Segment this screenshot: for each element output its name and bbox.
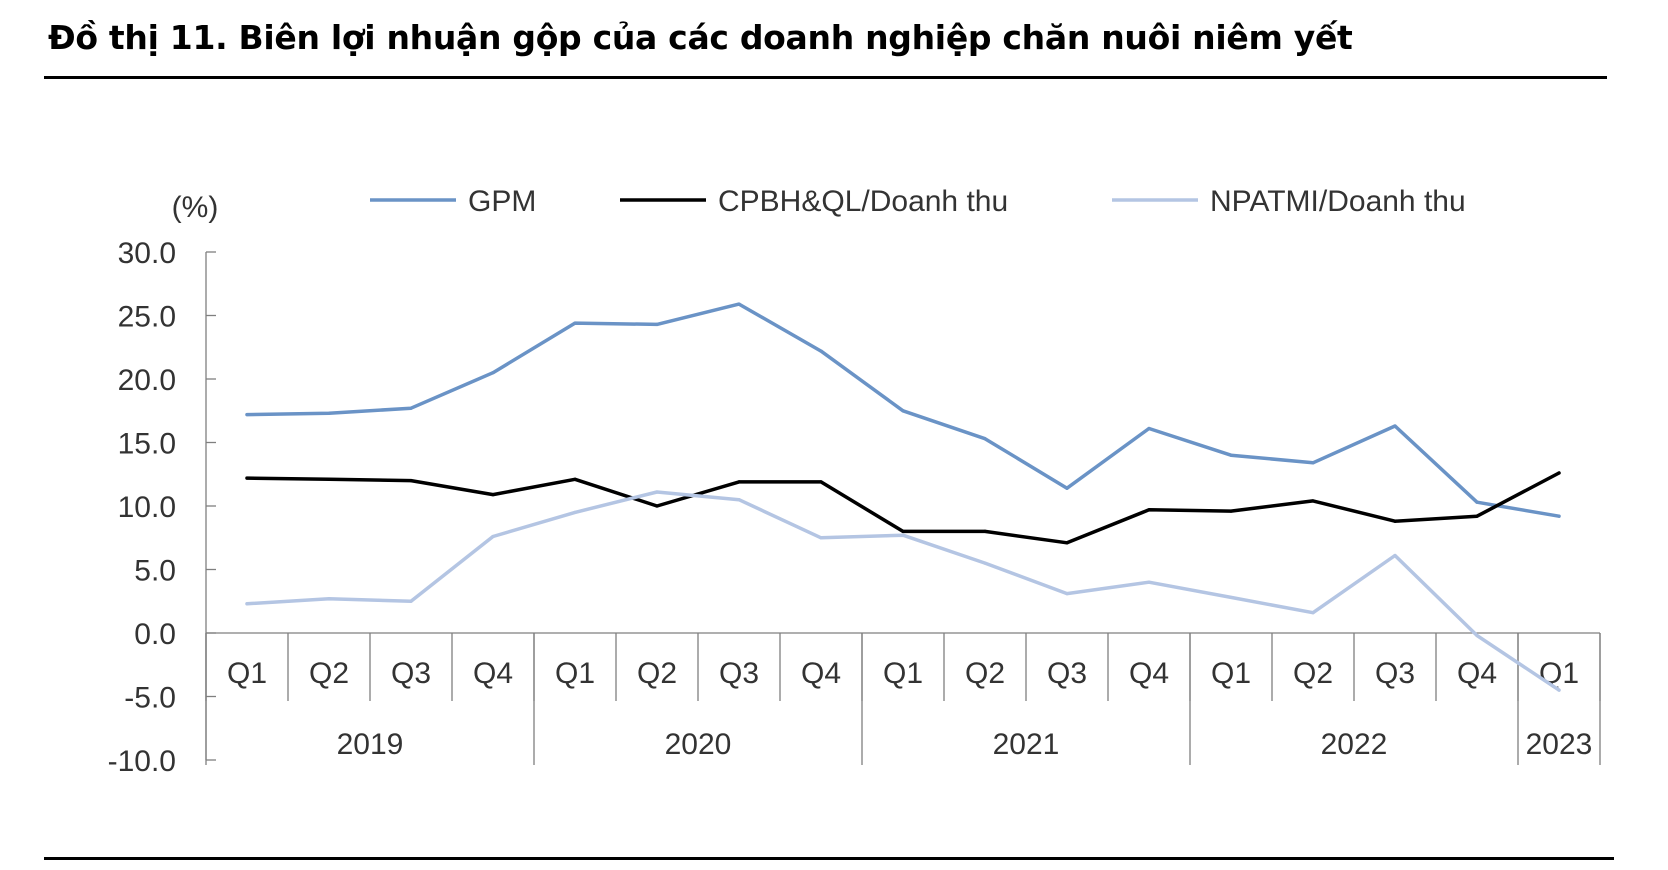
data-point [491, 492, 495, 497]
data-point [1065, 592, 1069, 596]
data-point [491, 534, 495, 539]
x-tick-label: Q4 [1457, 657, 1497, 690]
data-point [1311, 499, 1315, 503]
data-point [245, 476, 249, 480]
x-tick-label: Q3 [1375, 657, 1415, 690]
x-tick-label: Q4 [473, 657, 513, 690]
x-tick-label: Q1 [227, 657, 267, 690]
data-point [737, 480, 741, 484]
data-point [901, 529, 905, 534]
y-tick-label: 15.0 [118, 428, 176, 461]
x-year-label: 2023 [1526, 728, 1593, 761]
data-point [409, 479, 413, 483]
data-point [901, 533, 905, 537]
y-tick-label: 20.0 [118, 364, 176, 397]
data-point [1393, 424, 1397, 428]
data-point [1147, 426, 1151, 431]
data-point [819, 536, 823, 540]
x-year-label: 2021 [993, 728, 1060, 761]
data-point [901, 409, 905, 413]
data-point [655, 504, 659, 508]
y-tick-label: 30.0 [118, 237, 176, 270]
x-tick-label: Q1 [883, 657, 923, 690]
chart-title: Đồ thị 11. Biên lợi nhuận gộp của các do… [48, 18, 1353, 57]
x-tick-label: Q3 [1047, 657, 1087, 690]
data-point [983, 529, 987, 534]
data-point [1311, 611, 1315, 615]
data-point [491, 371, 495, 375]
data-point [409, 599, 413, 603]
y-tick-label: 5.0 [134, 555, 176, 588]
data-point [327, 477, 331, 481]
x-year-label: 2020 [665, 728, 732, 761]
data-point [1557, 514, 1561, 518]
top-rule [44, 76, 1607, 79]
data-point [1229, 595, 1233, 600]
data-point [1229, 509, 1233, 513]
y-tick-label: -5.0 [124, 682, 176, 715]
x-tick-label: Q4 [801, 657, 841, 690]
data-point [819, 480, 823, 484]
x-year-label: 2022 [1321, 728, 1388, 761]
data-point [245, 412, 249, 417]
y-unit-label: (%) [172, 191, 219, 224]
data-point [1475, 514, 1479, 518]
y-tick-label: 25.0 [118, 301, 176, 334]
data-point [1311, 461, 1315, 465]
data-point [819, 349, 823, 353]
data-point [1475, 633, 1479, 638]
x-year-label: 2019 [337, 728, 404, 761]
y-tick-label: 0.0 [134, 618, 176, 651]
data-point [737, 498, 741, 502]
data-point [983, 437, 987, 441]
legend-label: GPM [468, 185, 536, 218]
x-tick-label: Q4 [1129, 657, 1169, 690]
data-point [1229, 453, 1233, 457]
chart-legend: GPM CPBH&QL/Doanh thu NPATMI/Doanh thu [370, 185, 1466, 218]
data-point [655, 322, 659, 326]
y-tick-label: -10.0 [108, 745, 176, 778]
x-tick-label: Q2 [309, 657, 349, 690]
data-point [1475, 500, 1479, 504]
data-point [1147, 508, 1151, 512]
x-tick-label: Q2 [637, 657, 677, 690]
data-point [245, 602, 249, 606]
x-tick-label: Q3 [719, 657, 759, 690]
series-lines [245, 302, 1561, 692]
x-tick-label: Q1 [1539, 657, 1579, 690]
data-point [1393, 519, 1397, 523]
data-point [1557, 471, 1561, 475]
chart-axes: -10.0 -5.0 0.0 5.0 10.0 15.0 20.0 25.0 30.0 (%) Q1… [108, 191, 1601, 778]
data-point [573, 477, 577, 481]
legend-label: NPATMI/Doanh thu [1210, 185, 1466, 218]
x-tick-label: Q1 [1211, 657, 1251, 690]
data-point [655, 490, 659, 494]
x-tick-label: Q3 [391, 657, 431, 690]
data-point [737, 302, 741, 306]
bottom-rule [44, 857, 1614, 860]
data-point [1065, 486, 1069, 490]
legend-label: CPBH&QL/Doanh thu [718, 185, 1008, 218]
data-point [409, 406, 413, 410]
data-point [1147, 580, 1151, 584]
x-tick-label: Q1 [555, 657, 595, 690]
data-point [983, 561, 987, 565]
data-point [327, 597, 331, 601]
data-point [573, 321, 577, 325]
data-point [1557, 688, 1561, 692]
data-point [327, 411, 331, 415]
y-tick-label: 10.0 [118, 491, 176, 524]
data-point [1393, 553, 1397, 558]
x-tick-label: Q2 [965, 657, 1005, 690]
x-tick-label: Q2 [1293, 657, 1333, 690]
data-point [573, 510, 577, 514]
data-point [1065, 541, 1069, 545]
